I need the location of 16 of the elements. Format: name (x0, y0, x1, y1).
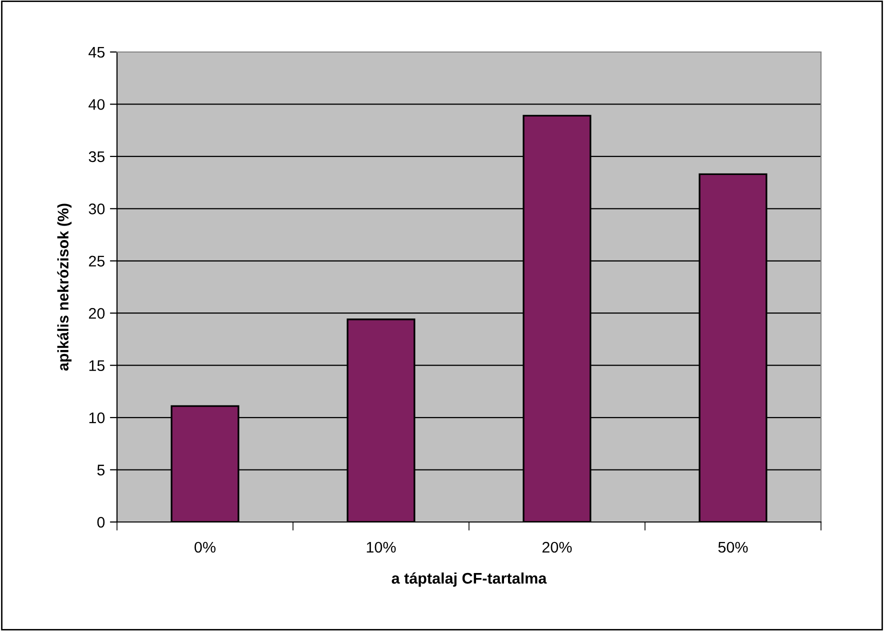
y-tick-label: 20 (88, 308, 105, 319)
x-tick-label: 20% (542, 542, 572, 553)
y-tick-label: 30 (88, 204, 105, 214)
y-axis-title: apikális nekrózisok (%) (57, 204, 72, 371)
y-tick-label: 0 (97, 516, 105, 528)
y-tick-label: 5 (97, 464, 105, 476)
x-tick-label: 0% (194, 542, 216, 553)
y-tick-label: 35 (88, 151, 105, 162)
y-tick-label: 25 (88, 256, 105, 267)
y-tick-label: 40 (88, 99, 105, 110)
x-axis-title: a táptalaj CF-tartalma (392, 572, 547, 587)
y-tick-label: 15 (89, 360, 105, 372)
x-tick-label: 50% (718, 542, 748, 553)
y-tick-label: 45 (88, 47, 105, 58)
x-tick-label: 10% (366, 542, 396, 553)
y-tick-label: 10 (89, 412, 105, 424)
